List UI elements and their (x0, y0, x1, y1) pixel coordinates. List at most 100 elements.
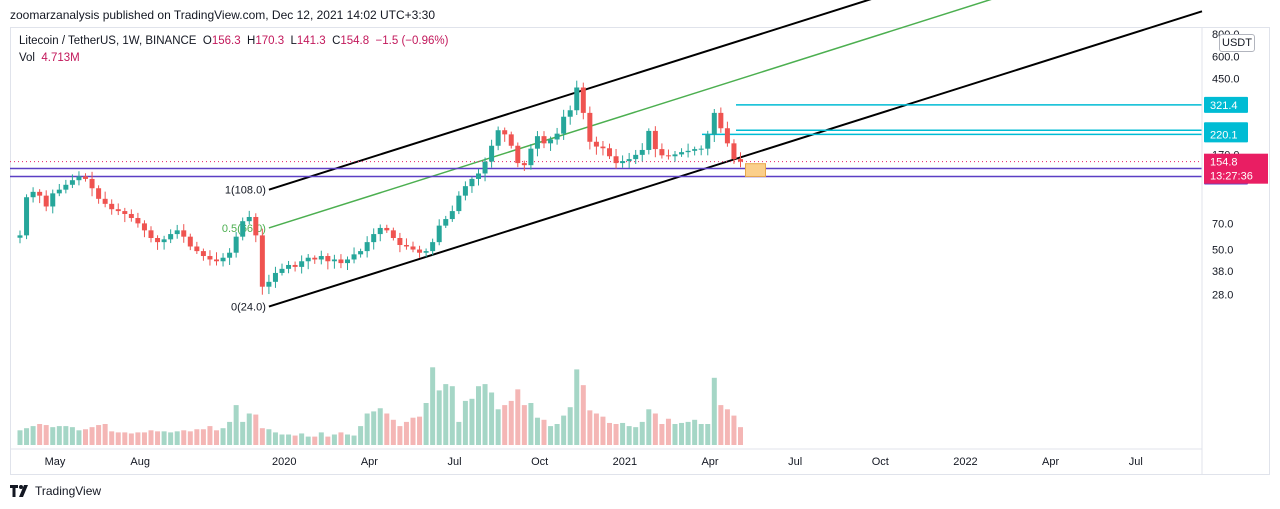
candle-body (567, 110, 573, 117)
volume-bar (521, 405, 527, 445)
candle-body (63, 184, 69, 190)
tradingview-logo-icon (10, 485, 28, 497)
candle-body (299, 261, 305, 267)
volume-label[interactable]: Vol (19, 52, 35, 64)
candle-body (155, 237, 161, 243)
price-axis-label: 28.0 (1212, 290, 1233, 302)
volume-bar (567, 407, 573, 445)
volume-bar (141, 432, 147, 445)
candle-body (207, 256, 213, 260)
candle-body (272, 272, 278, 282)
level-tag-bg (1204, 126, 1248, 143)
candle-body (37, 191, 43, 196)
volume-bar (233, 405, 239, 445)
drawing-layer: 1(108.0)0.5(66.0)0(24.0) (10, 0, 1203, 314)
candle-body (679, 152, 685, 155)
candle-body (397, 237, 403, 246)
volume-bar (253, 414, 259, 445)
volume-bar (679, 422, 685, 445)
volume-bar (462, 400, 468, 445)
publisher-line: zoomarzanalysis published on TradingView… (10, 8, 436, 22)
level-tag-bg (1204, 96, 1248, 113)
volume-bar (102, 424, 108, 445)
candle-body (187, 236, 193, 247)
volume-bar (227, 421, 233, 445)
symbol-name[interactable]: Litecoin / TetherUS, 1W, BINANCE (19, 35, 197, 47)
low-value: 141.3 (296, 35, 326, 47)
candle-body (626, 159, 632, 162)
volume-bar (96, 425, 102, 445)
volume-bar (181, 430, 187, 445)
volume-bar (626, 426, 632, 445)
channel-top-line (268, 0, 872, 191)
candle-body (659, 149, 665, 156)
high-value: 170.3 (255, 35, 285, 47)
volume-bar (30, 426, 36, 445)
low-label: L (290, 35, 297, 47)
volume-bar (731, 415, 737, 445)
candle-body (83, 176, 88, 179)
candle-body (587, 112, 593, 142)
candle-body (580, 87, 586, 113)
volume-bar (128, 433, 134, 445)
tradingview-brand[interactable]: TradingView (10, 484, 101, 498)
volume-bar (738, 427, 743, 445)
candle-body (96, 188, 102, 199)
candle-body (495, 130, 501, 146)
candle-body (672, 154, 678, 157)
volume-bar (390, 419, 396, 445)
axis-layer: 800.0600.0450.0170.070.050.038.028.0MayA… (10, 27, 1240, 475)
volume-bar (698, 424, 704, 445)
close-value: 154.8 (340, 35, 370, 47)
volume-bar (214, 430, 219, 445)
volume-legend: Vol 4.713M (19, 52, 80, 64)
volume-bar (246, 413, 252, 445)
candle-body (76, 176, 82, 181)
time-axis-label: Jul (1129, 456, 1143, 468)
change-value: −1.5 (−0.96%) (375, 35, 449, 47)
volume-bar (449, 386, 455, 445)
candle-body (633, 154, 639, 160)
volume-bar (266, 429, 272, 445)
volume-bar (541, 419, 547, 445)
volume-bar (305, 436, 311, 445)
volume-bar (528, 403, 534, 445)
open-label: O (202, 35, 212, 47)
time-axis-label: Oct (531, 456, 548, 468)
volume-bar (200, 429, 206, 445)
volume-bar (574, 369, 580, 445)
volume-bar (593, 413, 599, 445)
volume-bar (554, 424, 560, 445)
candle-body (371, 234, 377, 243)
open-value: 156.3 (211, 35, 241, 47)
volume-bar (50, 427, 56, 445)
volume-bar (384, 413, 390, 445)
last-price-tag: 154.8 (1210, 157, 1238, 169)
volume-bar (665, 418, 671, 445)
channel-mid-line (268, 0, 992, 229)
candle-body (318, 256, 324, 260)
candle-body (102, 198, 108, 204)
candle-body (43, 195, 49, 207)
level-tag: 321.4 (1210, 100, 1238, 112)
candle-body (200, 251, 206, 257)
volume-bar (115, 432, 121, 445)
target-box (745, 163, 766, 177)
candle-body (528, 148, 534, 166)
candle-body (89, 178, 95, 189)
candle-body (646, 130, 652, 150)
volume-bar (436, 390, 442, 445)
candle-body (724, 128, 730, 144)
candle-body (135, 218, 141, 224)
currency-button[interactable]: USDT (1219, 34, 1255, 52)
candle-body (338, 259, 344, 264)
candle-body (148, 230, 154, 238)
time-axis-label: Apr (361, 456, 378, 468)
volume-bar (17, 430, 23, 445)
candle-body (449, 211, 455, 220)
volume-bar (279, 434, 285, 445)
candle-body (423, 251, 429, 253)
volume-bar (161, 431, 167, 445)
candle-body (698, 148, 704, 150)
